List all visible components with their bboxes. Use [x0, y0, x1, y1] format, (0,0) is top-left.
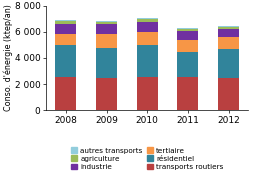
- Bar: [55, 20, 77, 21]
- Bar: [137, 32, 158, 45]
- Bar: [218, 29, 239, 37]
- Bar: [96, 48, 117, 78]
- Bar: [96, 34, 117, 48]
- Bar: [177, 77, 198, 110]
- Bar: [177, 29, 198, 31]
- Bar: [218, 37, 239, 49]
- Bar: [137, 45, 158, 77]
- Bar: [218, 26, 239, 27]
- Bar: [137, 19, 158, 22]
- Bar: [96, 21, 117, 22]
- Bar: [177, 31, 198, 40]
- Legend: autres transports, agriculture, industrie, tertiaire, résidentiel, transports ro: autres transports, agriculture, industri…: [71, 147, 224, 170]
- Bar: [218, 78, 239, 110]
- Bar: [55, 33, 77, 45]
- Bar: [218, 49, 239, 78]
- Bar: [137, 77, 158, 110]
- Bar: [137, 18, 158, 19]
- Bar: [55, 45, 77, 77]
- Bar: [177, 52, 198, 77]
- Bar: [137, 22, 158, 32]
- Bar: [96, 24, 117, 34]
- Bar: [55, 77, 77, 110]
- Bar: [96, 22, 117, 24]
- Bar: [55, 24, 77, 33]
- Bar: [177, 28, 198, 29]
- Bar: [218, 27, 239, 29]
- Bar: [55, 21, 77, 24]
- Bar: [96, 78, 117, 110]
- Y-axis label: Conso. d'énergie (ktep/an): Conso. d'énergie (ktep/an): [4, 5, 13, 111]
- Bar: [177, 40, 198, 52]
